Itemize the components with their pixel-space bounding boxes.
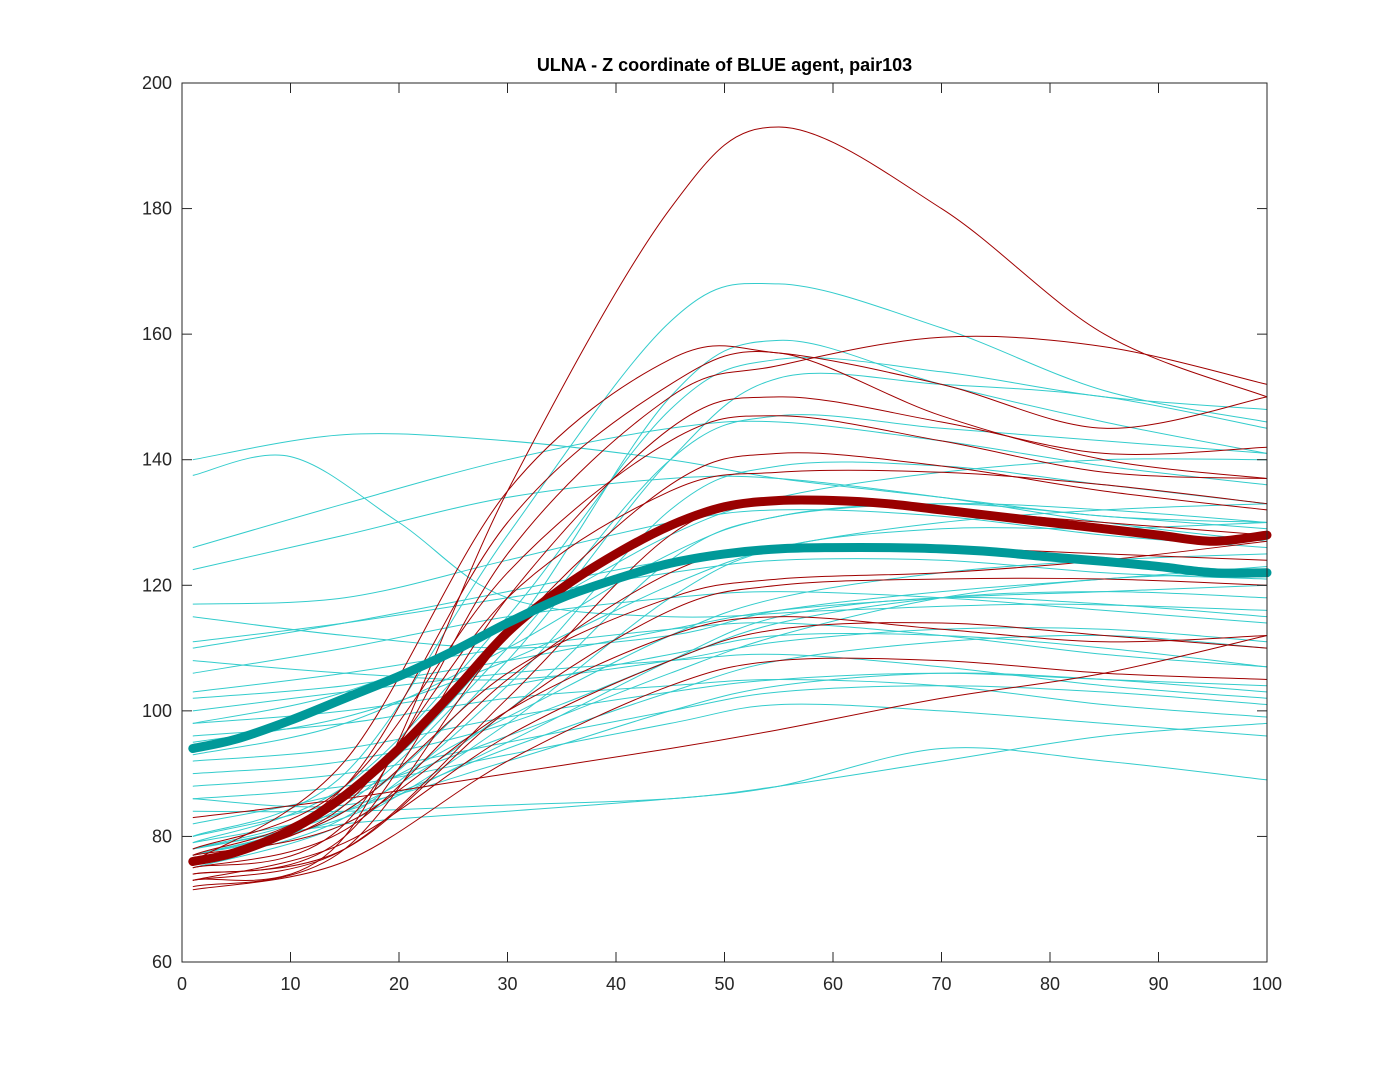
mean-layer: [188, 495, 1272, 866]
cyan-trial-line-30: [192, 503, 1268, 743]
cyan-trial-line-7: [192, 558, 1268, 643]
x-tick-label-30: 30: [497, 974, 517, 994]
cyan-trial-line-32: [192, 503, 1268, 756]
cyan-trial-line-19: [192, 282, 1268, 837]
y-tick-label-140: 140: [142, 450, 172, 470]
x-tick-label-0: 0: [177, 974, 187, 994]
cyan-trial-line-5: [192, 509, 1268, 605]
cyan-trial-line-36: [192, 633, 1268, 724]
red-trial-line-6: [192, 415, 1268, 850]
x-tick-label-20: 20: [389, 974, 409, 994]
cyan-trial-line-29: [192, 591, 1268, 775]
red-trial-line-2: [192, 345, 1268, 862]
red-trial-line-8: [192, 469, 1268, 862]
cyan-trial-line-3: [192, 420, 1268, 549]
cyan-trial-line-8: [192, 591, 1268, 674]
cyan-trial-line-2: [192, 454, 1268, 618]
cyan-trial-line-34: [192, 627, 1268, 681]
x-tick-label-50: 50: [714, 974, 734, 994]
cyan-trial-line-4: [192, 475, 1268, 571]
red-trial-line-5: [192, 396, 1268, 875]
cyan-trial-line-13: [192, 685, 1268, 787]
x-tick-label-10: 10: [280, 974, 300, 994]
red-trial-line-11: [192, 577, 1268, 875]
red-trial-line-16: [192, 622, 1268, 881]
x-tick-label-60: 60: [823, 974, 843, 994]
cyan-trial-line-9: [192, 622, 1268, 693]
x-tick-label-90: 90: [1148, 974, 1168, 994]
x-tick-label-70: 70: [931, 974, 951, 994]
y-tick-label-60: 60: [152, 952, 172, 972]
y-tick-label-120: 120: [142, 575, 172, 595]
cyan-trial-line-27: [192, 634, 1268, 844]
cyan-trial-line-28: [192, 672, 1268, 808]
red-trial-line-12: [192, 616, 1268, 856]
red-trial-line-7: [192, 452, 1268, 888]
cyan-trial-line-35: [192, 584, 1268, 699]
x-tick-label-40: 40: [606, 974, 626, 994]
y-tick-label-80: 80: [152, 826, 172, 846]
x-tick-label-100: 100: [1252, 974, 1282, 994]
cyan-trial-line-31: [192, 458, 1268, 724]
cyan-trial-line-20: [192, 414, 1268, 856]
y-tick-label-180: 180: [142, 199, 172, 219]
tick-layer: 0 10 20 30 40 50 60 70 80 90 100 60 80 100 120 140 160 18…: [142, 73, 1282, 994]
red-trial-line-1: [192, 126, 1268, 881]
red-trial-line-3: [192, 335, 1268, 869]
y-tick-label-100: 100: [142, 701, 172, 721]
teal-mean-line: [188, 542, 1272, 753]
y-tick-label-200: 200: [142, 73, 172, 93]
y-tick-label-160: 160: [142, 324, 172, 344]
red-trial-line-4: [192, 351, 1268, 856]
x-tick-label-80: 80: [1040, 974, 1060, 994]
cyan-trial-line-11: [192, 678, 1268, 737]
red-mean-line: [188, 495, 1272, 866]
cyan-trial-line-17: [192, 357, 1268, 844]
chart-title: ULNA - Z coordinate of BLUE agent, pair1…: [537, 55, 912, 75]
red-trial-line-14: [192, 635, 1268, 819]
red-trial-line-13: [192, 657, 1268, 891]
